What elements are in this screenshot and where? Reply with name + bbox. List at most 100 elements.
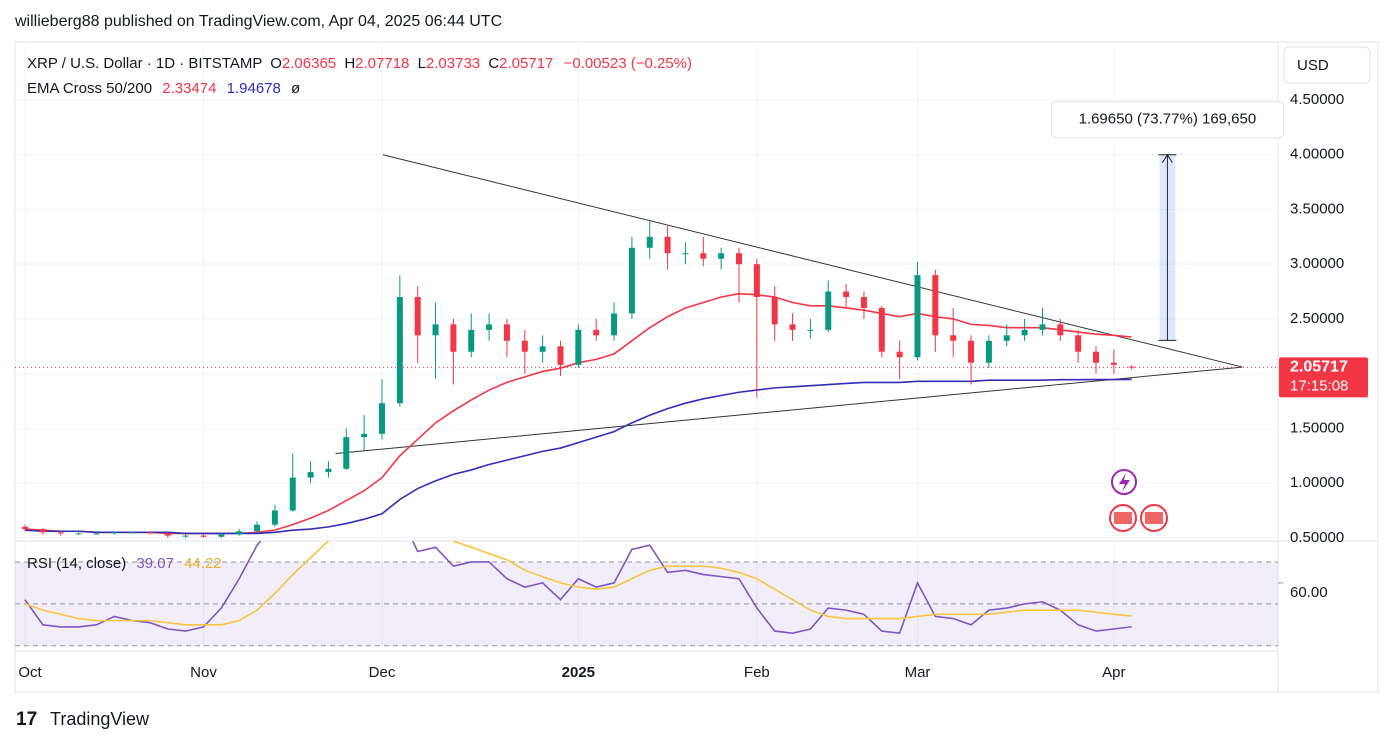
candle-body xyxy=(396,297,403,404)
line-series xyxy=(24,378,1132,535)
countdown: 17:15:08 xyxy=(1290,377,1348,394)
currency[interactable]: USD xyxy=(1297,57,1329,74)
candle-body xyxy=(468,329,475,352)
line-series xyxy=(24,541,1132,635)
change: −0.00523 (−0.25%) xyxy=(564,55,692,72)
candle-body xyxy=(789,324,796,330)
events[interactable] xyxy=(1109,469,1168,532)
legend-rsi: RSI (14, close) 39.07 44.22 xyxy=(27,555,222,572)
candle-body xyxy=(539,346,546,352)
candle-body xyxy=(289,477,296,511)
candle-body xyxy=(129,532,136,534)
rsi-title: RSI (14, close) xyxy=(27,555,126,572)
legend-main: XRP / U.S. Dollar · 1D · BITSTAMP O2.063… xyxy=(27,55,692,72)
measure-label-box xyxy=(1050,101,1284,139)
ema-name: EMA Cross 50/200 xyxy=(27,80,152,97)
event-glyph xyxy=(1119,473,1130,492)
candle-body xyxy=(164,533,171,536)
candle-body xyxy=(343,437,350,469)
candle-body xyxy=(825,291,832,330)
ohlc-prefix: L xyxy=(418,55,426,72)
measure-head xyxy=(1161,153,1173,163)
ohlc-prefix: H xyxy=(344,55,355,72)
flag xyxy=(1145,512,1163,524)
publish-note: willieberg88 published on TradingView.co… xyxy=(14,13,502,30)
ohlc-open: 2.06365 xyxy=(282,55,336,72)
candle-body xyxy=(914,275,921,358)
candle-body xyxy=(1057,324,1064,336)
measure-label: 1.69650 (73.77%) 169,650 xyxy=(1079,111,1257,128)
candle-body xyxy=(57,532,64,534)
ohlc-high: 2.07718 xyxy=(355,55,409,72)
candle-body xyxy=(503,324,510,341)
y-tick-label: 2.50000 xyxy=(1290,310,1344,327)
candle-body xyxy=(414,297,421,336)
x-tick-label: Nov xyxy=(190,664,217,681)
y-tick-label: 3.00000 xyxy=(1290,255,1344,272)
candle-body xyxy=(236,531,243,535)
candle-body xyxy=(486,324,493,330)
candle-body xyxy=(325,468,332,473)
y-tick-label: 3.50000 xyxy=(1290,200,1344,217)
candle-body xyxy=(968,340,975,363)
candle-body xyxy=(736,253,742,265)
line-series xyxy=(24,541,1132,626)
currency-button[interactable] xyxy=(1283,46,1371,84)
candle-body xyxy=(521,340,528,352)
candle-body xyxy=(200,535,207,537)
candle-body xyxy=(361,433,368,438)
candle-body xyxy=(593,329,600,336)
candle-body xyxy=(860,297,867,308)
price-label: 2.05717 xyxy=(1290,359,1348,376)
ohlc-low: 2.03733 xyxy=(426,55,480,72)
candle-body xyxy=(307,472,314,478)
candle-body xyxy=(646,236,653,248)
x-tick-label: Mar xyxy=(905,664,931,681)
flag xyxy=(1114,512,1132,524)
candle-body xyxy=(254,524,261,532)
candle-body xyxy=(771,297,778,325)
candle-body xyxy=(218,534,225,537)
ohlc-prefix: C xyxy=(488,55,499,72)
candle-body xyxy=(1021,329,1028,336)
symbol: XRP / U.S. Dollar · 1D · BITSTAMP xyxy=(27,55,262,72)
y-tick-label: 1.50000 xyxy=(1290,419,1344,436)
candle-body xyxy=(1075,335,1082,352)
candle-body xyxy=(896,351,903,358)
trendline xyxy=(382,154,1243,368)
candle-body xyxy=(1039,324,1046,330)
candle-body xyxy=(1003,335,1010,341)
candle-body xyxy=(682,253,689,255)
candle-body xyxy=(432,324,439,336)
x-tick-label: Apr xyxy=(1102,664,1125,681)
candle-body xyxy=(1110,362,1117,365)
candle-body xyxy=(878,307,885,352)
candle-body xyxy=(985,340,992,363)
ema-slow-value: 1.94678 xyxy=(227,80,281,97)
candle-body xyxy=(75,533,82,535)
candle-body xyxy=(932,275,939,336)
candle-body xyxy=(843,291,850,298)
y-tick-label: 4.00000 xyxy=(1290,146,1344,163)
y-tick-label: 0.50000 xyxy=(1290,529,1344,546)
candle-body xyxy=(450,324,457,352)
candle-body xyxy=(700,253,707,259)
x-tick-label: Feb xyxy=(744,664,770,681)
candle-body xyxy=(146,532,153,534)
candle-body xyxy=(271,510,278,525)
rsi-tick-label: 60.00 xyxy=(1290,584,1328,601)
candle-body xyxy=(111,532,118,534)
ema-fast-value: 2.33474 xyxy=(162,80,216,97)
candle-body xyxy=(182,535,189,537)
ema-suffix: ø xyxy=(291,80,300,97)
legend-ema: EMA Cross 50/200 2.33474 1.94678 ø xyxy=(27,80,300,97)
candle-body xyxy=(379,403,385,434)
candle-body xyxy=(611,313,618,336)
y-tick-label: 4.50000 xyxy=(1290,91,1344,108)
candle-body xyxy=(575,329,582,365)
candle-body xyxy=(664,236,671,254)
x-tick-label: Oct xyxy=(18,664,42,681)
logo-mark: 17 xyxy=(16,709,37,730)
x-tick-label: Dec xyxy=(369,664,396,681)
rsi-value: 39.07 xyxy=(136,555,174,572)
